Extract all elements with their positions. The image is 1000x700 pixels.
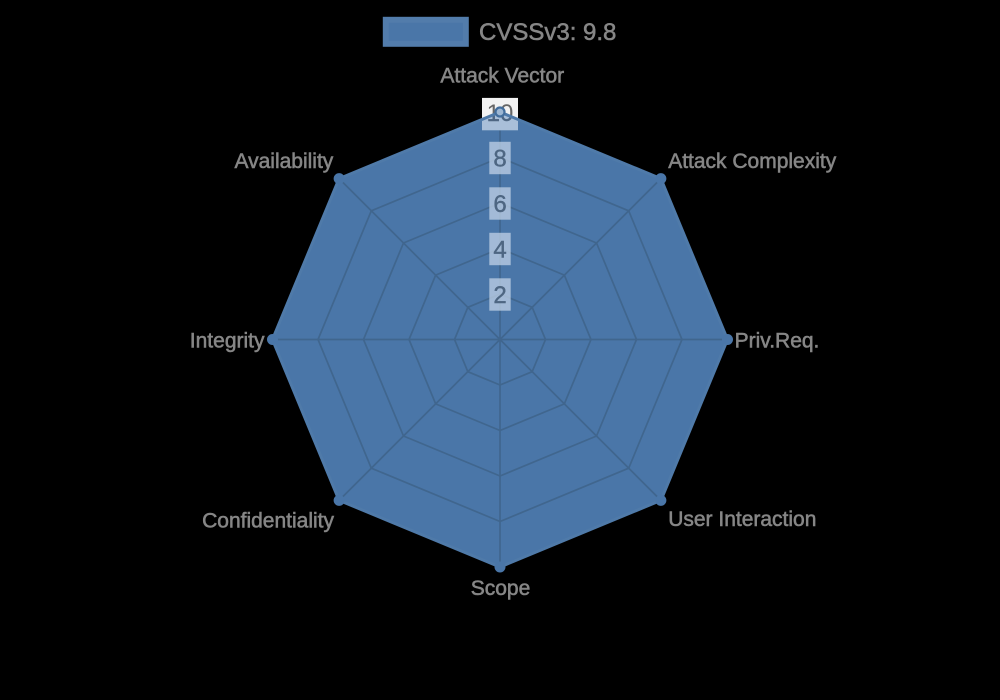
svg-text:8: 8 [493,146,506,173]
svg-text:Priv.Req.: Priv.Req. [735,330,820,353]
svg-text:Attack Vector: Attack Vector [440,65,564,88]
svg-text:User Interaction: User Interaction [668,508,816,531]
svg-text:Confidentiality: Confidentiality [202,510,334,533]
svg-text:6: 6 [493,191,506,218]
svg-text:Scope: Scope [471,577,531,600]
svg-text:Availability: Availability [234,150,333,173]
svg-text:Integrity: Integrity [190,330,265,353]
svg-text:Attack Complexity: Attack Complexity [668,150,837,173]
svg-text:2: 2 [493,282,506,309]
svg-text:4: 4 [493,237,506,264]
svg-text:CVSSv3: 9.8: CVSSv3: 9.8 [479,19,616,46]
